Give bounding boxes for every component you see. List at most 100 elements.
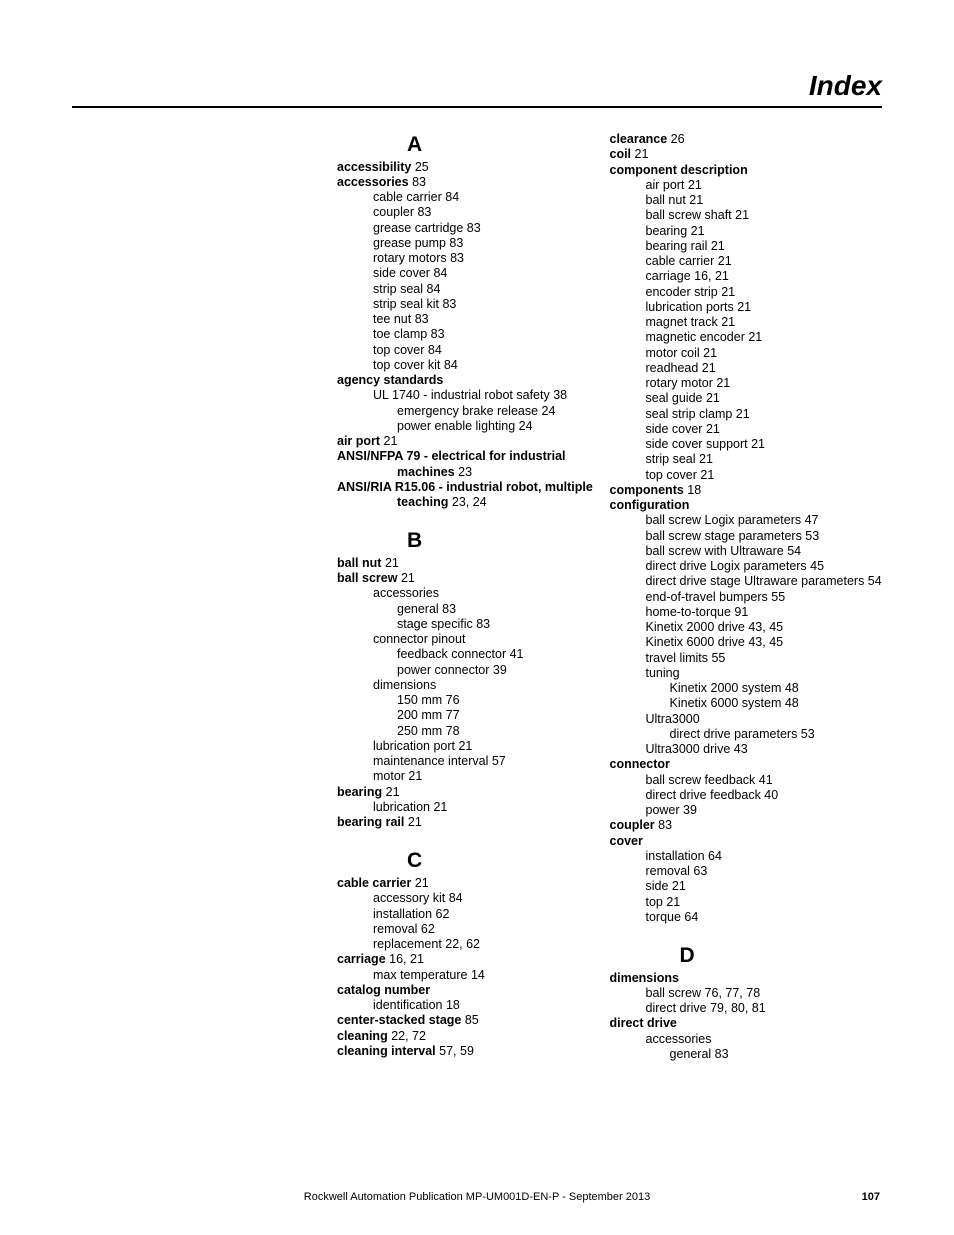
subentry: direct drive Logix parameters 45	[646, 559, 883, 574]
entry-cleaning: cleaning 22, 72	[337, 1029, 610, 1044]
entry-page: 21	[386, 785, 400, 799]
subentry: strip seal 84	[373, 282, 610, 297]
subentry: accessories	[646, 1032, 883, 1047]
subentry: magnetic encoder 21	[646, 330, 883, 345]
entry-continuation: machines 23	[397, 465, 610, 480]
subentry: ball screw with Ultraware 54	[646, 544, 883, 559]
subentry: lubrication port 21	[373, 739, 610, 754]
subentry: seal guide 21	[646, 391, 883, 406]
subentry: top cover 84	[373, 343, 610, 358]
subentry: side 21	[646, 879, 883, 894]
subentry: grease cartridge 83	[373, 221, 610, 236]
subentry: ball screw 76, 77, 78	[646, 986, 883, 1001]
entry-topic: bearing	[337, 785, 382, 799]
subentry: accessory kit 84	[373, 891, 610, 906]
entry-page: 21	[635, 147, 649, 161]
entry-topic: coil	[610, 147, 632, 161]
entry-continuation: teaching 23, 24	[397, 495, 610, 510]
entry-carriage: carriage 16, 21	[337, 952, 610, 967]
entry-topic: air port	[337, 434, 380, 448]
index-columns: A accessibility 25 accessories 83 cable …	[72, 132, 882, 1062]
entry-topic: ANSI/NFPA 79 - electrical for industrial	[337, 449, 566, 463]
entry-page: 16, 21	[389, 952, 424, 966]
page-title: Index	[72, 70, 882, 102]
entry-page: 21	[385, 556, 399, 570]
column-1: A accessibility 25 accessories 83 cable …	[337, 132, 610, 1062]
entry-topic: cleaning	[337, 1029, 388, 1043]
subentry: identification 18	[373, 998, 610, 1013]
subentry: feedback connector 41	[397, 647, 610, 662]
entry-topic: accessories	[337, 175, 409, 189]
entry-page: 23, 24	[452, 495, 487, 509]
subentry: replacement 22, 62	[373, 937, 610, 952]
subentry: grease pump 83	[373, 236, 610, 251]
entry-topic: coupler	[610, 818, 655, 832]
subentry: travel limits 55	[646, 651, 883, 666]
entry-cleaning-interval: cleaning interval 57, 59	[337, 1044, 610, 1059]
entry-topic: connector	[610, 757, 670, 771]
subentry: side cover 21	[646, 422, 883, 437]
entry-topic: cover	[610, 834, 643, 848]
subentry: magnet track 21	[646, 315, 883, 330]
entry-cover: cover	[610, 834, 883, 849]
column-2: clearance 26 coil 21 component descripti…	[610, 132, 883, 1062]
entry-topic: components	[610, 483, 684, 497]
entry-topic: dimensions	[610, 971, 679, 985]
subentry: strip seal 21	[646, 452, 883, 467]
entry-topic: center-stacked stage	[337, 1013, 461, 1027]
entry-direct-drive: direct drive	[610, 1016, 883, 1031]
entry-component-description: component description	[610, 163, 883, 178]
entry-page: 21	[384, 434, 398, 448]
section-letter-b: B	[337, 528, 610, 554]
subentry: removal 63	[646, 864, 883, 879]
subentry: removal 62	[373, 922, 610, 937]
entry-topic: cleaning interval	[337, 1044, 436, 1058]
subentry: Kinetix 6000 system 48	[670, 696, 883, 711]
entry-coil: coil 21	[610, 147, 883, 162]
subentry: stage specific 83	[397, 617, 610, 632]
subentry: end-of-travel bumpers 55	[646, 590, 883, 605]
subentry: connector pinout	[373, 632, 610, 647]
entry-topic: teaching	[397, 495, 448, 509]
subentry: bearing 21	[646, 224, 883, 239]
entry-topic: configuration	[610, 498, 690, 512]
entry-topic: machines	[397, 465, 455, 479]
subentry: 150 mm 76	[397, 693, 610, 708]
entry-bearing-rail: bearing rail 21	[337, 815, 610, 830]
title-rule	[72, 106, 882, 108]
subentry: maintenance interval 57	[373, 754, 610, 769]
subentry: air port 21	[646, 178, 883, 193]
subentry: encoder strip 21	[646, 285, 883, 300]
entry-catalog-number: catalog number	[337, 983, 610, 998]
subentry: power connector 39	[397, 663, 610, 678]
entry-page: 83	[658, 818, 672, 832]
subentry: tuning	[646, 666, 883, 681]
entry-page: 83	[412, 175, 426, 189]
entry-ball-nut: ball nut 21	[337, 556, 610, 571]
subentry: rotary motor 21	[646, 376, 883, 391]
entry-ball-screw: ball screw 21	[337, 571, 610, 586]
subentry: top 21	[646, 895, 883, 910]
entry-topic: agency standards	[337, 373, 443, 387]
subentry: accessories	[373, 586, 610, 601]
subentry: rotary motors 83	[373, 251, 610, 266]
subentry: direct drive parameters 53	[670, 727, 883, 742]
subentry: top cover 21	[646, 468, 883, 483]
entry-page: 57, 59	[439, 1044, 474, 1058]
subentry: ball screw stage parameters 53	[646, 529, 883, 544]
subentry: toe clamp 83	[373, 327, 610, 342]
entry-topic: component description	[610, 163, 748, 177]
subentry: torque 64	[646, 910, 883, 925]
entry-topic: catalog number	[337, 983, 430, 997]
subentry: cable carrier 21	[646, 254, 883, 269]
subentry: coupler 83	[373, 205, 610, 220]
subentry: ball nut 21	[646, 193, 883, 208]
entry-accessories: accessories 83	[337, 175, 610, 190]
entry-dimensions: dimensions	[610, 971, 883, 986]
subentry: installation 62	[373, 907, 610, 922]
entry-topic: bearing rail	[337, 815, 404, 829]
entry-topic: carriage	[337, 952, 386, 966]
entry-page: 22, 72	[391, 1029, 426, 1043]
subentry: strip seal kit 83	[373, 297, 610, 312]
subentry: carriage 16, 21	[646, 269, 883, 284]
